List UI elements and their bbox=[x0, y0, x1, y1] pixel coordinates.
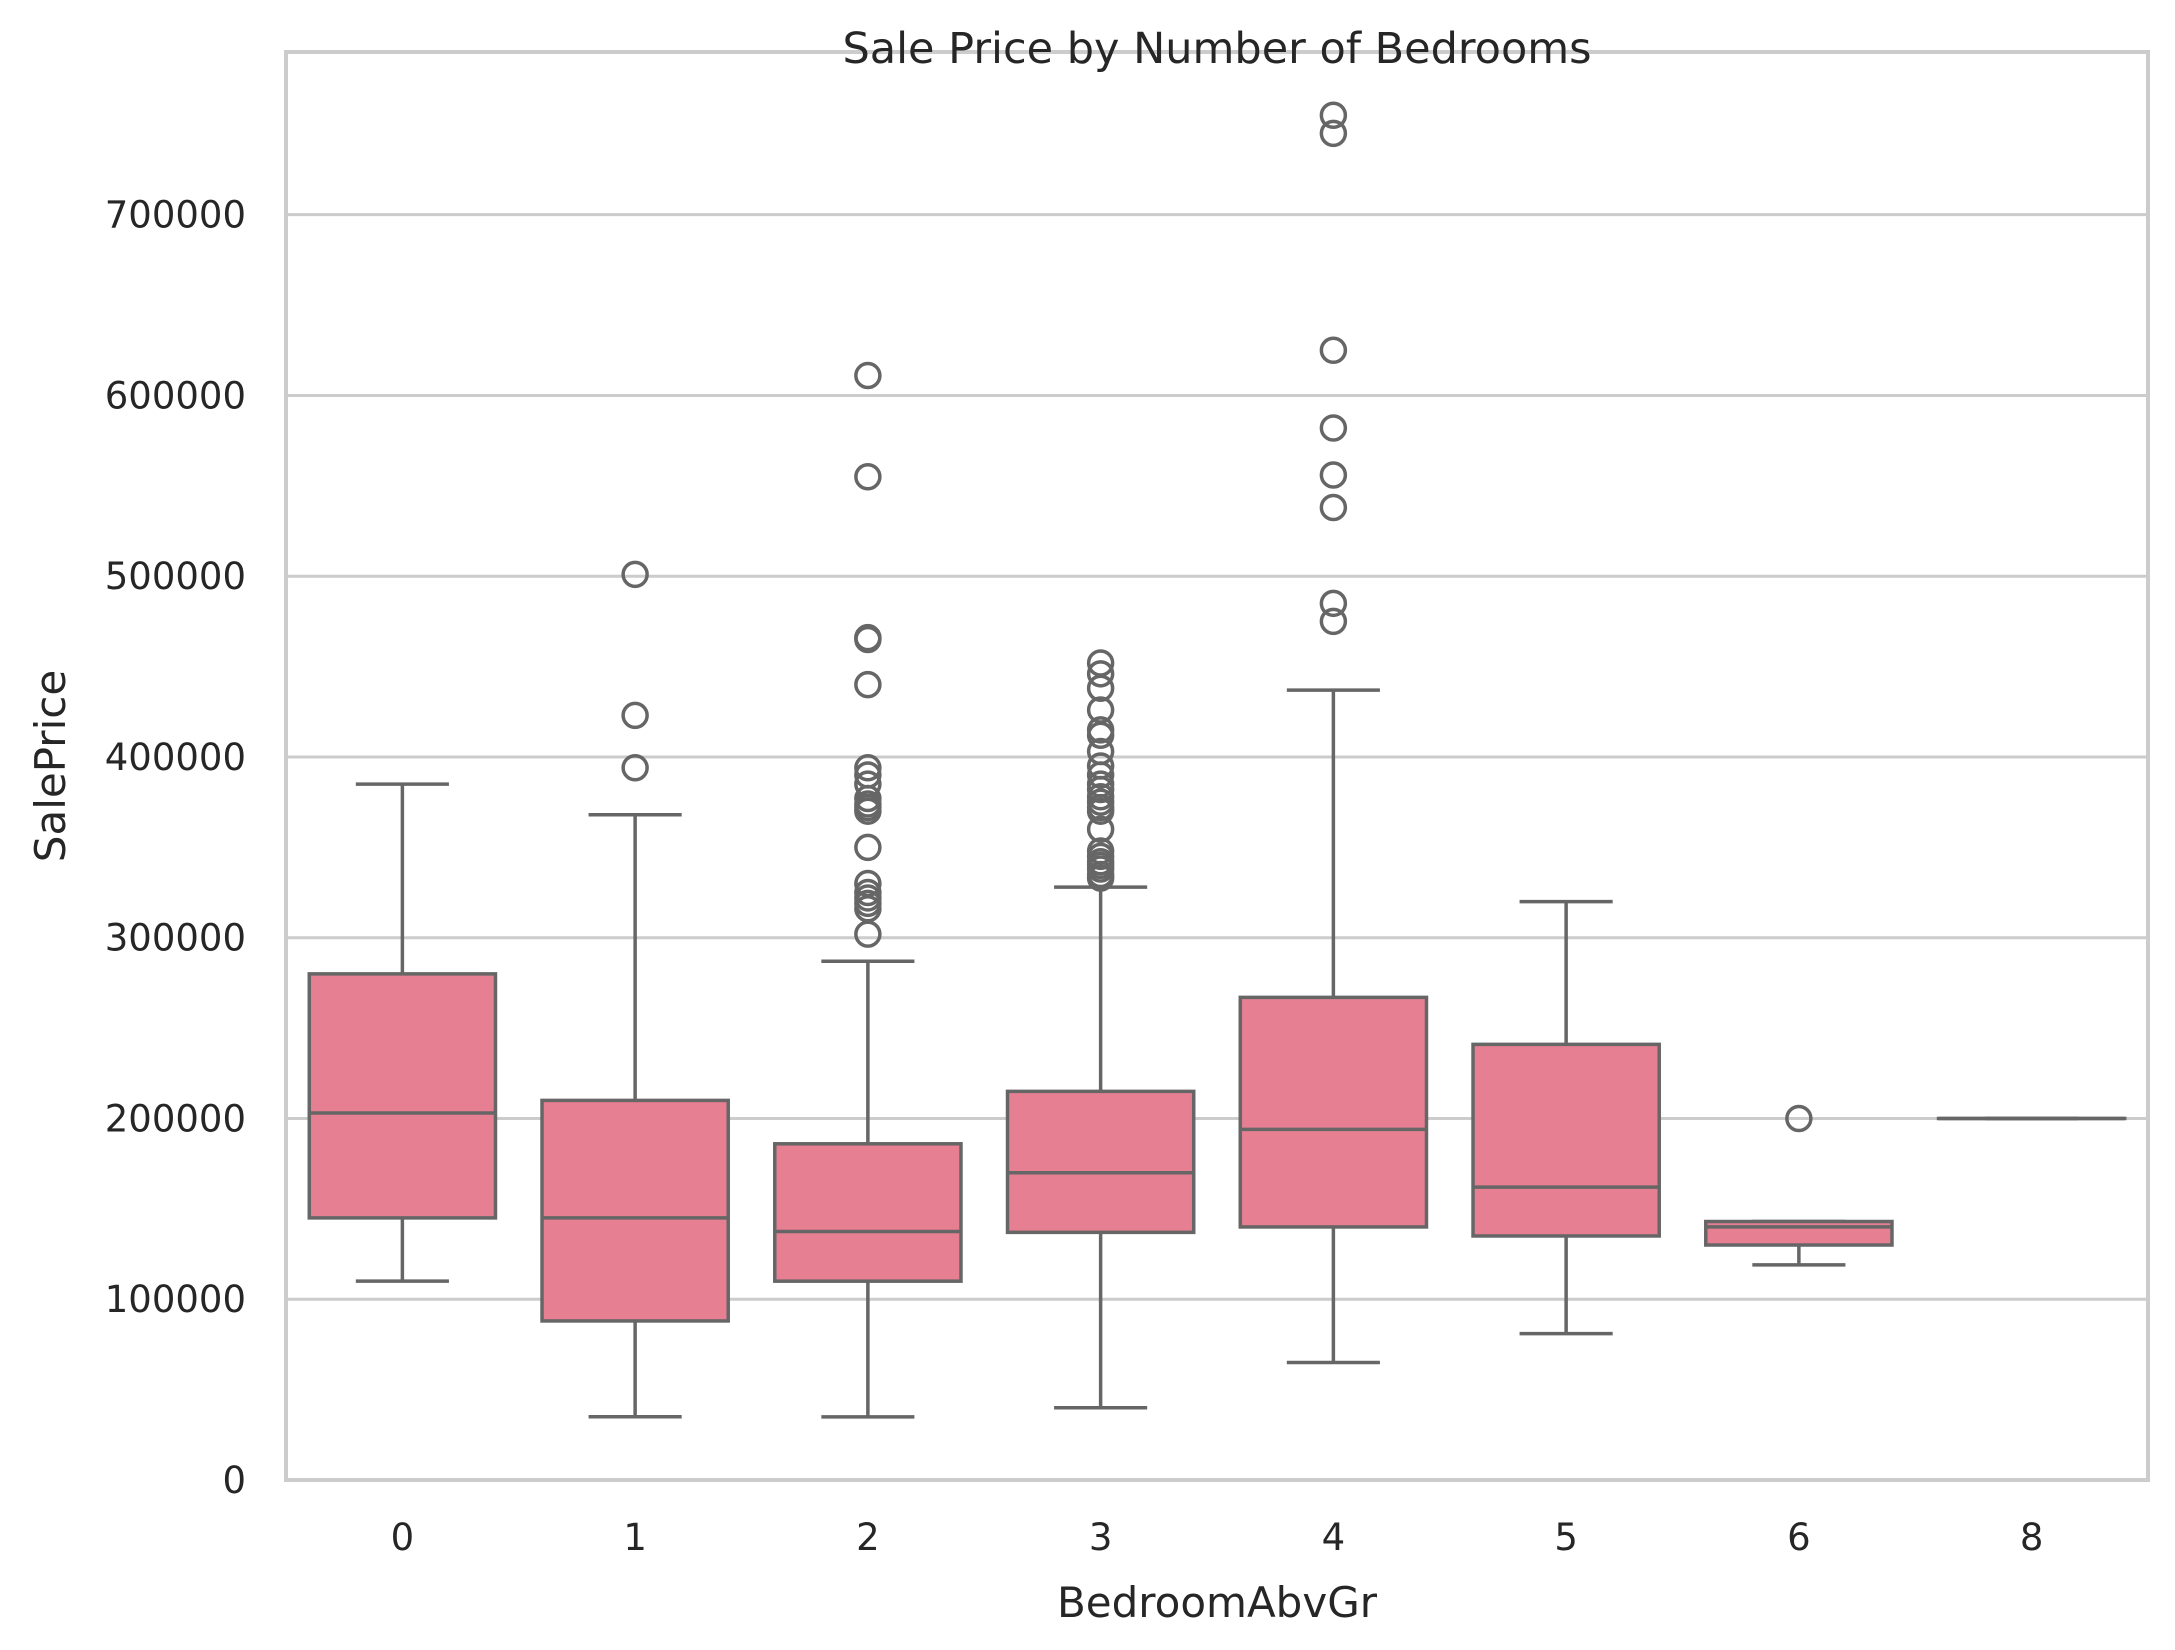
box-iqr bbox=[1005, 1089, 1196, 1235]
outlier-point bbox=[854, 670, 882, 699]
plot-frame bbox=[284, 50, 2150, 1482]
outlier-point bbox=[1319, 493, 1348, 522]
outlier-point bbox=[1086, 737, 1115, 766]
outlier-point bbox=[854, 770, 882, 798]
outlier-point bbox=[1086, 837, 1115, 865]
x-tick-label: 3 bbox=[1089, 1516, 1113, 1559]
outlier-point bbox=[1319, 119, 1348, 148]
box-group bbox=[1704, 1104, 1894, 1267]
x-tick-label: 0 bbox=[391, 1516, 415, 1559]
outlier-point bbox=[1086, 716, 1115, 744]
outlier-point bbox=[854, 463, 882, 491]
outlier-point bbox=[1086, 770, 1115, 798]
outlier-point bbox=[1319, 414, 1348, 442]
outlier-point bbox=[854, 361, 882, 390]
outlier-point bbox=[1086, 649, 1115, 677]
y-tick-labels: 0 100000 200000 300000 400000 500000 600000 700… bbox=[105, 194, 246, 1502]
y-axis-label: SalePrice bbox=[26, 670, 75, 862]
y-tick-label: 0 bbox=[222, 1459, 246, 1502]
outlier-point bbox=[1086, 660, 1115, 688]
x-tick-label: 6 bbox=[1787, 1516, 1811, 1559]
outlier-point bbox=[1785, 1104, 1813, 1133]
box-iqr bbox=[1471, 1042, 1661, 1238]
y-tick-label: 300000 bbox=[105, 917, 246, 960]
outlier-point bbox=[854, 878, 882, 907]
outlier-point bbox=[1319, 461, 1348, 489]
outlier-point bbox=[621, 701, 649, 730]
box-group bbox=[773, 361, 963, 1419]
y-tick-label: 200000 bbox=[105, 1097, 246, 1140]
outlier-point bbox=[854, 761, 882, 789]
boxes bbox=[307, 101, 2127, 1419]
outlier-point bbox=[1319, 101, 1348, 130]
y-tick-label: 700000 bbox=[105, 194, 246, 237]
x-tick-label: 8 bbox=[2020, 1516, 2044, 1559]
x-tick-label: 4 bbox=[1322, 1516, 1346, 1559]
y-tick-label: 400000 bbox=[105, 736, 246, 779]
outlier-point bbox=[1086, 815, 1115, 844]
outlier-point bbox=[1319, 607, 1348, 636]
x-tick-label: 2 bbox=[856, 1516, 880, 1559]
outlier-point bbox=[1086, 782, 1115, 811]
box-iqr bbox=[307, 972, 498, 1220]
outlier-point bbox=[854, 833, 882, 862]
outlier-point bbox=[1319, 336, 1348, 365]
outlier-point bbox=[854, 869, 882, 898]
y-tick-label: 100000 bbox=[105, 1278, 246, 1321]
y-tick-label: 500000 bbox=[105, 555, 246, 598]
outlier-point bbox=[1086, 696, 1115, 724]
outlier-point bbox=[621, 560, 649, 589]
outlier-point bbox=[1319, 589, 1348, 618]
box-iqr bbox=[1704, 1219, 1894, 1247]
box-iqr bbox=[773, 1142, 963, 1283]
outlier-point bbox=[854, 623, 882, 652]
x-axis-label: BedroomAbvGr bbox=[1057, 1578, 1378, 1627]
x-tick-labels: 0 1 2 3 4 5 6 8 bbox=[391, 1516, 2044, 1559]
box-group bbox=[1238, 101, 1429, 1365]
box-group bbox=[307, 782, 498, 1283]
x-tick-label: 5 bbox=[1554, 1516, 1578, 1559]
box-group bbox=[1005, 649, 1196, 1410]
x-tick-label: 1 bbox=[623, 1516, 647, 1559]
chart-title: Sale Price by Number of Bedrooms bbox=[842, 24, 1591, 74]
box-iqr bbox=[540, 1098, 730, 1323]
box-group bbox=[1471, 899, 1661, 1336]
box-group bbox=[540, 560, 730, 1419]
outlier-point bbox=[1086, 752, 1115, 780]
outlier-point bbox=[854, 754, 882, 782]
y-tick-label: 600000 bbox=[105, 374, 246, 417]
outlier-point bbox=[621, 754, 649, 782]
box-iqr bbox=[1238, 995, 1429, 1229]
